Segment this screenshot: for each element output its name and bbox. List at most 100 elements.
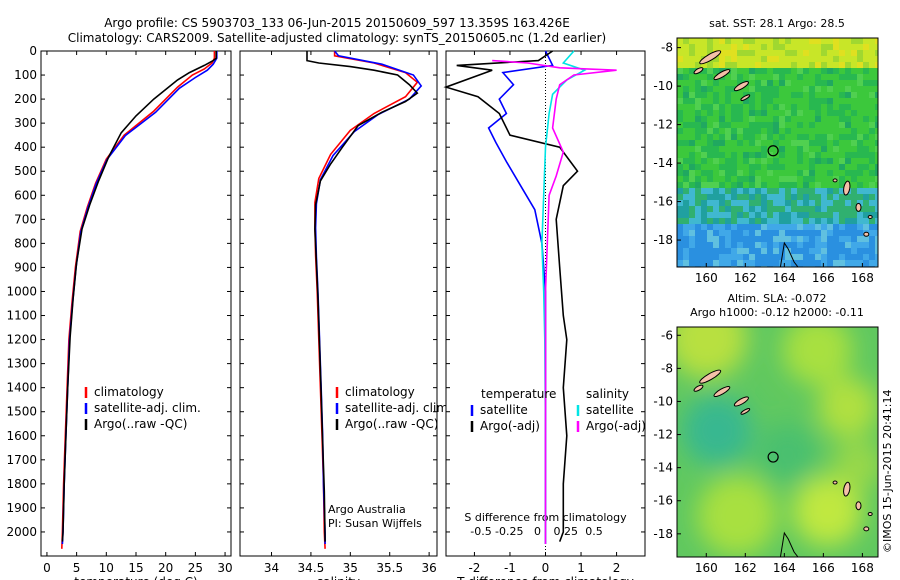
- difference-xtick-label: 2: [613, 561, 621, 575]
- legend-label: Argo(..raw -QC): [94, 417, 187, 431]
- depth-tick-label: 400: [14, 140, 37, 154]
- depth-tick-label: 700: [14, 212, 37, 226]
- difference-series-0: [487, 50, 554, 544]
- panel-temperature: 0100200300400500600700800900100011001200…: [6, 44, 232, 580]
- contour-line: [779, 531, 799, 557]
- island: [867, 214, 873, 219]
- figure-title-line2: Climatology: CARS2009. Satellite-adjuste…: [68, 31, 606, 45]
- sla-map-ytick-label: -10: [653, 394, 673, 408]
- island: [699, 369, 722, 384]
- sst-map-xtick-label: 168: [851, 271, 874, 285]
- temperature-xtick-label: 5: [73, 561, 81, 575]
- s-diff-tick-label: 0.5: [585, 525, 603, 538]
- island: [699, 50, 722, 65]
- sla-map-ytick-label: -12: [653, 428, 673, 442]
- depth-tick-label: 1200: [6, 333, 37, 347]
- sla-map-field: [677, 327, 878, 557]
- legend-label: satellite: [480, 403, 528, 417]
- panel-difference: -2-1012T difference from climatologyS di…: [443, 50, 646, 580]
- depth-tick-label: 1400: [6, 381, 37, 395]
- difference-series-1: [443, 50, 579, 542]
- island: [832, 480, 838, 485]
- sla-map-ytick-label: -14: [653, 461, 673, 475]
- salinity-xtick-label: 36: [421, 561, 436, 575]
- contour-line: [779, 241, 799, 267]
- sla-map-title-line1: Altim. SLA: -0.072: [727, 292, 826, 305]
- temperature-xtick-label: 10: [99, 561, 114, 575]
- s-diff-tick-label: 0.25: [554, 525, 579, 538]
- sla-map-ytick-label: -8: [661, 361, 673, 375]
- salinity-xtick-label: 34: [264, 561, 279, 575]
- island: [713, 69, 731, 81]
- sst-map-frame: [676, 37, 879, 268]
- depth-tick-label: 1100: [6, 309, 37, 323]
- depth-tick-label: 100: [14, 68, 37, 82]
- legend-title-salinity: salinity: [586, 387, 629, 401]
- island: [863, 526, 870, 532]
- island: [855, 501, 862, 511]
- imos-stamp: ©IMOS 15-Jun-2015 20:41:14: [881, 389, 894, 553]
- depth-tick-label: 500: [14, 164, 37, 178]
- sst-map-ytick-label: -10: [653, 79, 673, 93]
- temperature-xtick-label: 0: [43, 561, 51, 575]
- island: [843, 180, 851, 196]
- island: [733, 396, 749, 407]
- depth-tick-label: 1300: [6, 357, 37, 371]
- island: [832, 178, 838, 183]
- temperature-xlabel: temperature (deg C): [74, 575, 197, 580]
- temperature-xtick-label: 20: [158, 561, 173, 575]
- island: [863, 231, 870, 237]
- sst-map-field: [677, 38, 878, 267]
- sla-map-ytick-label: -18: [653, 527, 673, 541]
- salinity-series-2: [306, 51, 419, 542]
- legend-label: satellite-adj. clim.: [345, 401, 452, 415]
- legend-label: climatology: [94, 385, 164, 399]
- depth-tick-label: 200: [14, 92, 37, 106]
- s-diff-tick-label: 0: [534, 525, 541, 538]
- island: [713, 386, 731, 398]
- legend-label: Argo(..raw -QC): [345, 417, 438, 431]
- island: [693, 384, 704, 392]
- depth-tick-label: 900: [14, 260, 37, 274]
- s-diff-tick-label: -0.25: [495, 525, 523, 538]
- sst-map-ytick-label: -16: [653, 195, 673, 209]
- depth-tick-label: 1800: [6, 477, 37, 491]
- argo-location-marker: [767, 451, 779, 463]
- difference-xtick-label: -1: [504, 561, 516, 575]
- island: [843, 481, 851, 497]
- sla-map-xtick-label: 164: [773, 561, 796, 575]
- depth-tick-label: 1000: [6, 284, 37, 298]
- salinity-xtick-label: 34.5: [298, 561, 325, 575]
- salinity-frame: [239, 50, 438, 557]
- panel-salinity: 34 34.5 35 35.5 36 salinity Argo AustraliaPI: …: [239, 50, 452, 580]
- figure-title-line1: Argo profile: CS 5903703_133 06-Jun-2015…: [104, 16, 570, 30]
- sst-map-ytick-label: -12: [653, 118, 673, 132]
- sla-map-frame: [676, 326, 879, 558]
- salinity-xtick-label: 35.5: [376, 561, 403, 575]
- depth-tick-label: 1700: [6, 453, 37, 467]
- depth-tick-label: 1900: [6, 501, 37, 515]
- difference-xtick-label: 0: [542, 561, 550, 575]
- island: [693, 67, 704, 75]
- island: [867, 511, 873, 516]
- sst-map-title: sat. SST: 28.1 Argo: 28.5: [709, 17, 845, 30]
- sla-map-ytick-label: -6: [661, 328, 673, 342]
- temperature-xtick-label: 30: [217, 561, 232, 575]
- annotation-line: Argo Australia: [328, 503, 406, 516]
- sst-map-xtick-label: 162: [734, 271, 757, 285]
- difference-series-3: [492, 59, 617, 544]
- temperature-xtick-label: 15: [128, 561, 143, 575]
- temperature-series-2: [61, 51, 217, 542]
- depth-tick-label: 800: [14, 236, 37, 250]
- sla-map-xtick-label: 166: [812, 561, 835, 575]
- panel-sst-map: 160 162 164 166 168 -8 -10 -12 -14 -16 -18: [653, 37, 879, 285]
- sst-map-ytick-label: -18: [653, 233, 673, 247]
- depth-tick-label: 0: [29, 44, 37, 58]
- sla-map-xtick-label: 168: [851, 561, 874, 575]
- difference-xtick-label: 1: [577, 561, 585, 575]
- legend-label: satellite: [586, 403, 634, 417]
- sst-map-xtick-label: 166: [812, 271, 835, 285]
- difference-xlabel: T difference from climatology: [456, 575, 634, 580]
- island: [733, 81, 749, 92]
